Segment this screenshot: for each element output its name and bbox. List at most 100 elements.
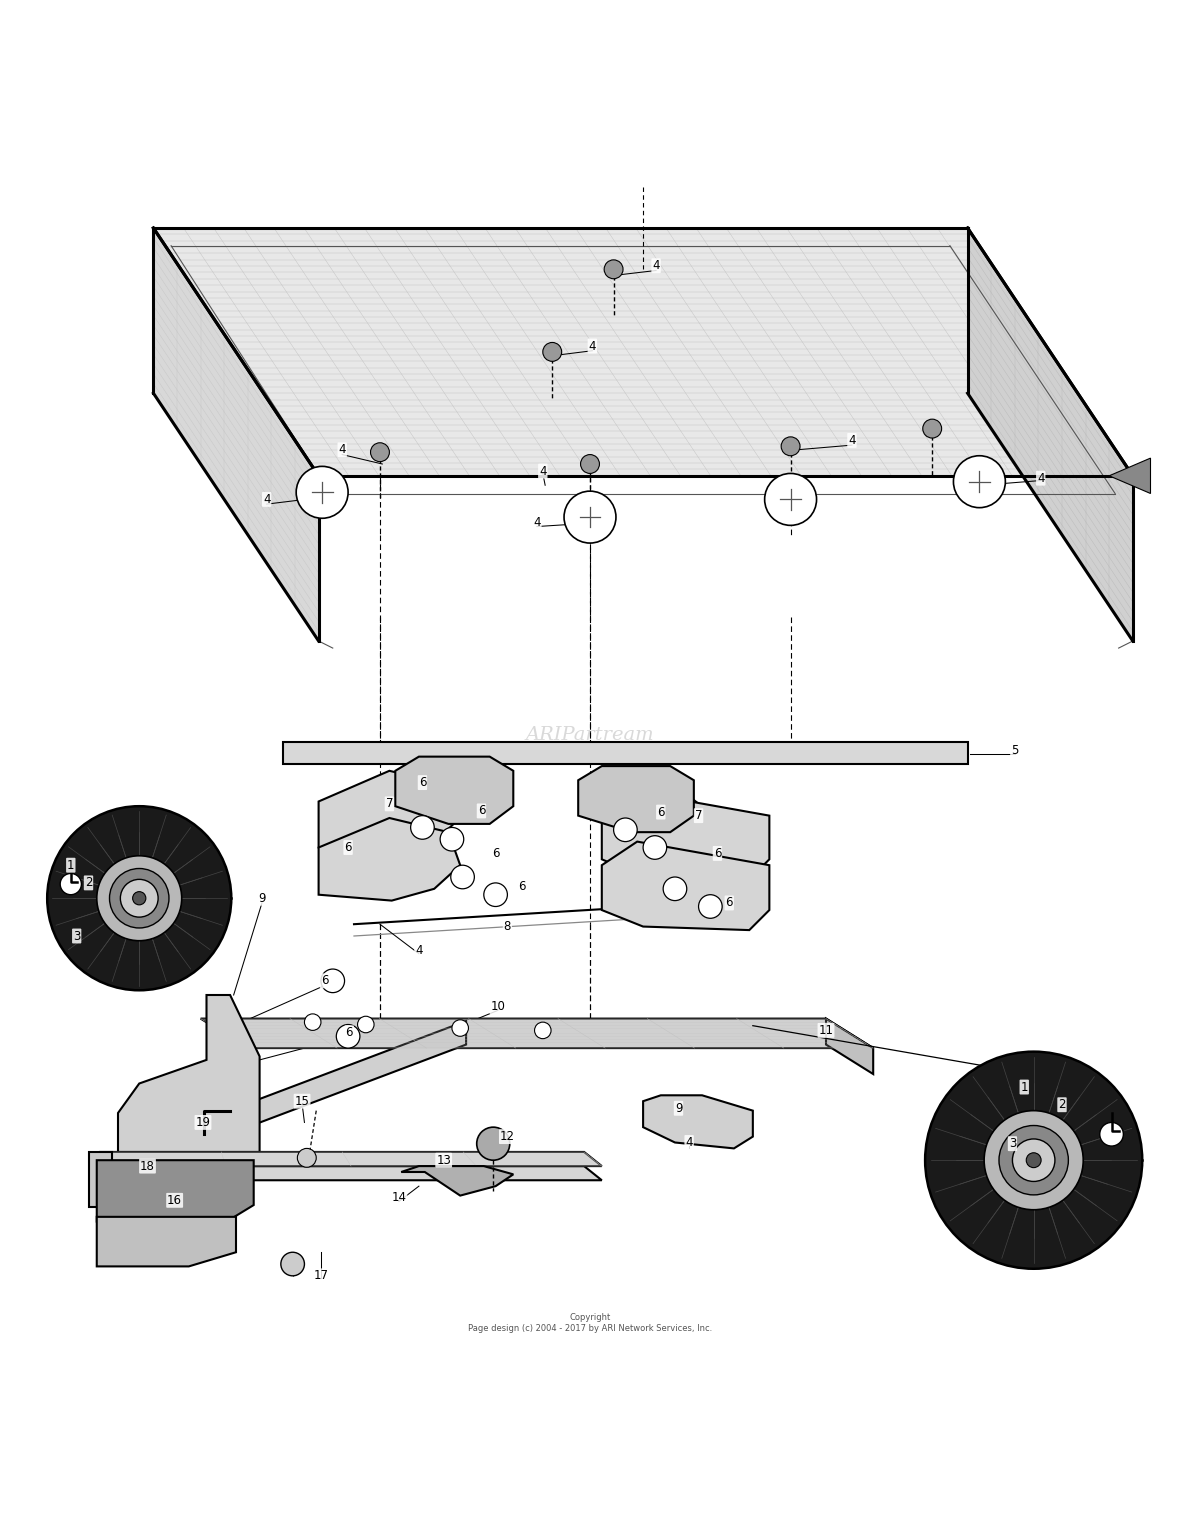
Polygon shape xyxy=(578,767,694,832)
Circle shape xyxy=(923,419,942,439)
Polygon shape xyxy=(319,771,460,853)
Text: 19: 19 xyxy=(196,1116,210,1129)
Polygon shape xyxy=(153,228,1133,475)
Circle shape xyxy=(1100,1122,1123,1146)
Circle shape xyxy=(452,1020,468,1037)
Polygon shape xyxy=(118,994,260,1184)
Polygon shape xyxy=(104,1022,466,1181)
Text: 6: 6 xyxy=(518,880,525,893)
Circle shape xyxy=(999,1125,1068,1195)
Text: 2: 2 xyxy=(1058,1098,1066,1111)
Polygon shape xyxy=(602,841,769,931)
Circle shape xyxy=(440,827,464,852)
Text: 6: 6 xyxy=(345,841,352,855)
Circle shape xyxy=(781,437,800,455)
Text: 6: 6 xyxy=(419,776,426,789)
Circle shape xyxy=(765,474,817,525)
Text: 15: 15 xyxy=(295,1094,309,1108)
Circle shape xyxy=(925,1052,1142,1269)
Circle shape xyxy=(358,1016,374,1032)
Text: 6: 6 xyxy=(478,805,485,817)
Text: 6: 6 xyxy=(346,1026,353,1040)
Text: 3: 3 xyxy=(1009,1137,1016,1151)
Polygon shape xyxy=(968,228,1133,641)
Text: 4: 4 xyxy=(589,340,596,352)
Text: 12: 12 xyxy=(500,1129,514,1143)
Circle shape xyxy=(110,868,169,927)
Text: 4: 4 xyxy=(653,260,660,272)
Circle shape xyxy=(535,1022,551,1038)
Polygon shape xyxy=(643,1096,753,1149)
Polygon shape xyxy=(401,1166,513,1196)
Text: 5: 5 xyxy=(1011,744,1018,757)
Text: 8: 8 xyxy=(504,920,511,934)
Polygon shape xyxy=(201,1019,873,1047)
Text: 11: 11 xyxy=(819,1025,833,1037)
Text: 1: 1 xyxy=(1021,1081,1028,1093)
Text: 4: 4 xyxy=(848,434,856,446)
Circle shape xyxy=(296,466,348,518)
Text: 9: 9 xyxy=(675,1102,682,1114)
Text: 3: 3 xyxy=(73,929,80,943)
Text: 7: 7 xyxy=(695,809,702,823)
Circle shape xyxy=(953,455,1005,507)
Circle shape xyxy=(281,1252,304,1275)
Polygon shape xyxy=(97,1217,236,1266)
Circle shape xyxy=(297,1149,316,1167)
Circle shape xyxy=(614,818,637,841)
Circle shape xyxy=(411,815,434,839)
Text: 6: 6 xyxy=(657,806,664,818)
Text: 4: 4 xyxy=(533,516,540,530)
Circle shape xyxy=(97,856,182,941)
Text: 14: 14 xyxy=(392,1192,406,1204)
Circle shape xyxy=(451,865,474,890)
Circle shape xyxy=(321,968,345,993)
Circle shape xyxy=(336,1025,360,1047)
Circle shape xyxy=(60,873,81,894)
Polygon shape xyxy=(826,1019,873,1075)
Text: 4: 4 xyxy=(415,944,422,956)
Circle shape xyxy=(1012,1138,1055,1181)
Polygon shape xyxy=(100,1166,602,1181)
Text: 16: 16 xyxy=(168,1193,182,1207)
Text: 10: 10 xyxy=(491,1000,505,1014)
Text: 17: 17 xyxy=(314,1269,328,1283)
Text: 1: 1 xyxy=(67,859,74,871)
Polygon shape xyxy=(283,742,968,764)
Polygon shape xyxy=(1109,458,1150,493)
Text: 4: 4 xyxy=(539,465,546,478)
Circle shape xyxy=(47,806,231,990)
Circle shape xyxy=(564,492,616,543)
Circle shape xyxy=(120,879,158,917)
Text: Copyright
Page design (c) 2004 - 2017 by ARI Network Services, Inc.: Copyright Page design (c) 2004 - 2017 by… xyxy=(468,1313,712,1333)
Circle shape xyxy=(132,891,146,905)
Text: 18: 18 xyxy=(140,1160,155,1172)
Text: 6: 6 xyxy=(492,847,499,859)
Circle shape xyxy=(484,883,507,906)
Text: 7: 7 xyxy=(386,797,393,811)
Polygon shape xyxy=(602,792,769,879)
Text: 13: 13 xyxy=(437,1154,451,1167)
Polygon shape xyxy=(319,818,460,900)
Text: 4: 4 xyxy=(263,493,270,505)
Text: 4: 4 xyxy=(339,443,346,457)
Circle shape xyxy=(1027,1152,1041,1167)
Polygon shape xyxy=(153,228,319,641)
Text: 4: 4 xyxy=(1037,472,1044,484)
Text: 6: 6 xyxy=(714,847,721,859)
Polygon shape xyxy=(97,1160,254,1222)
Text: 4: 4 xyxy=(686,1135,693,1149)
Circle shape xyxy=(663,877,687,900)
Polygon shape xyxy=(395,756,513,824)
Circle shape xyxy=(699,894,722,918)
Text: 9: 9 xyxy=(258,891,266,905)
Circle shape xyxy=(643,836,667,859)
Circle shape xyxy=(477,1128,510,1160)
Polygon shape xyxy=(88,1152,171,1207)
Text: 6: 6 xyxy=(726,897,733,909)
Circle shape xyxy=(543,343,562,361)
Circle shape xyxy=(371,443,389,461)
Circle shape xyxy=(581,454,599,474)
Text: 2: 2 xyxy=(85,876,92,890)
Circle shape xyxy=(604,260,623,279)
